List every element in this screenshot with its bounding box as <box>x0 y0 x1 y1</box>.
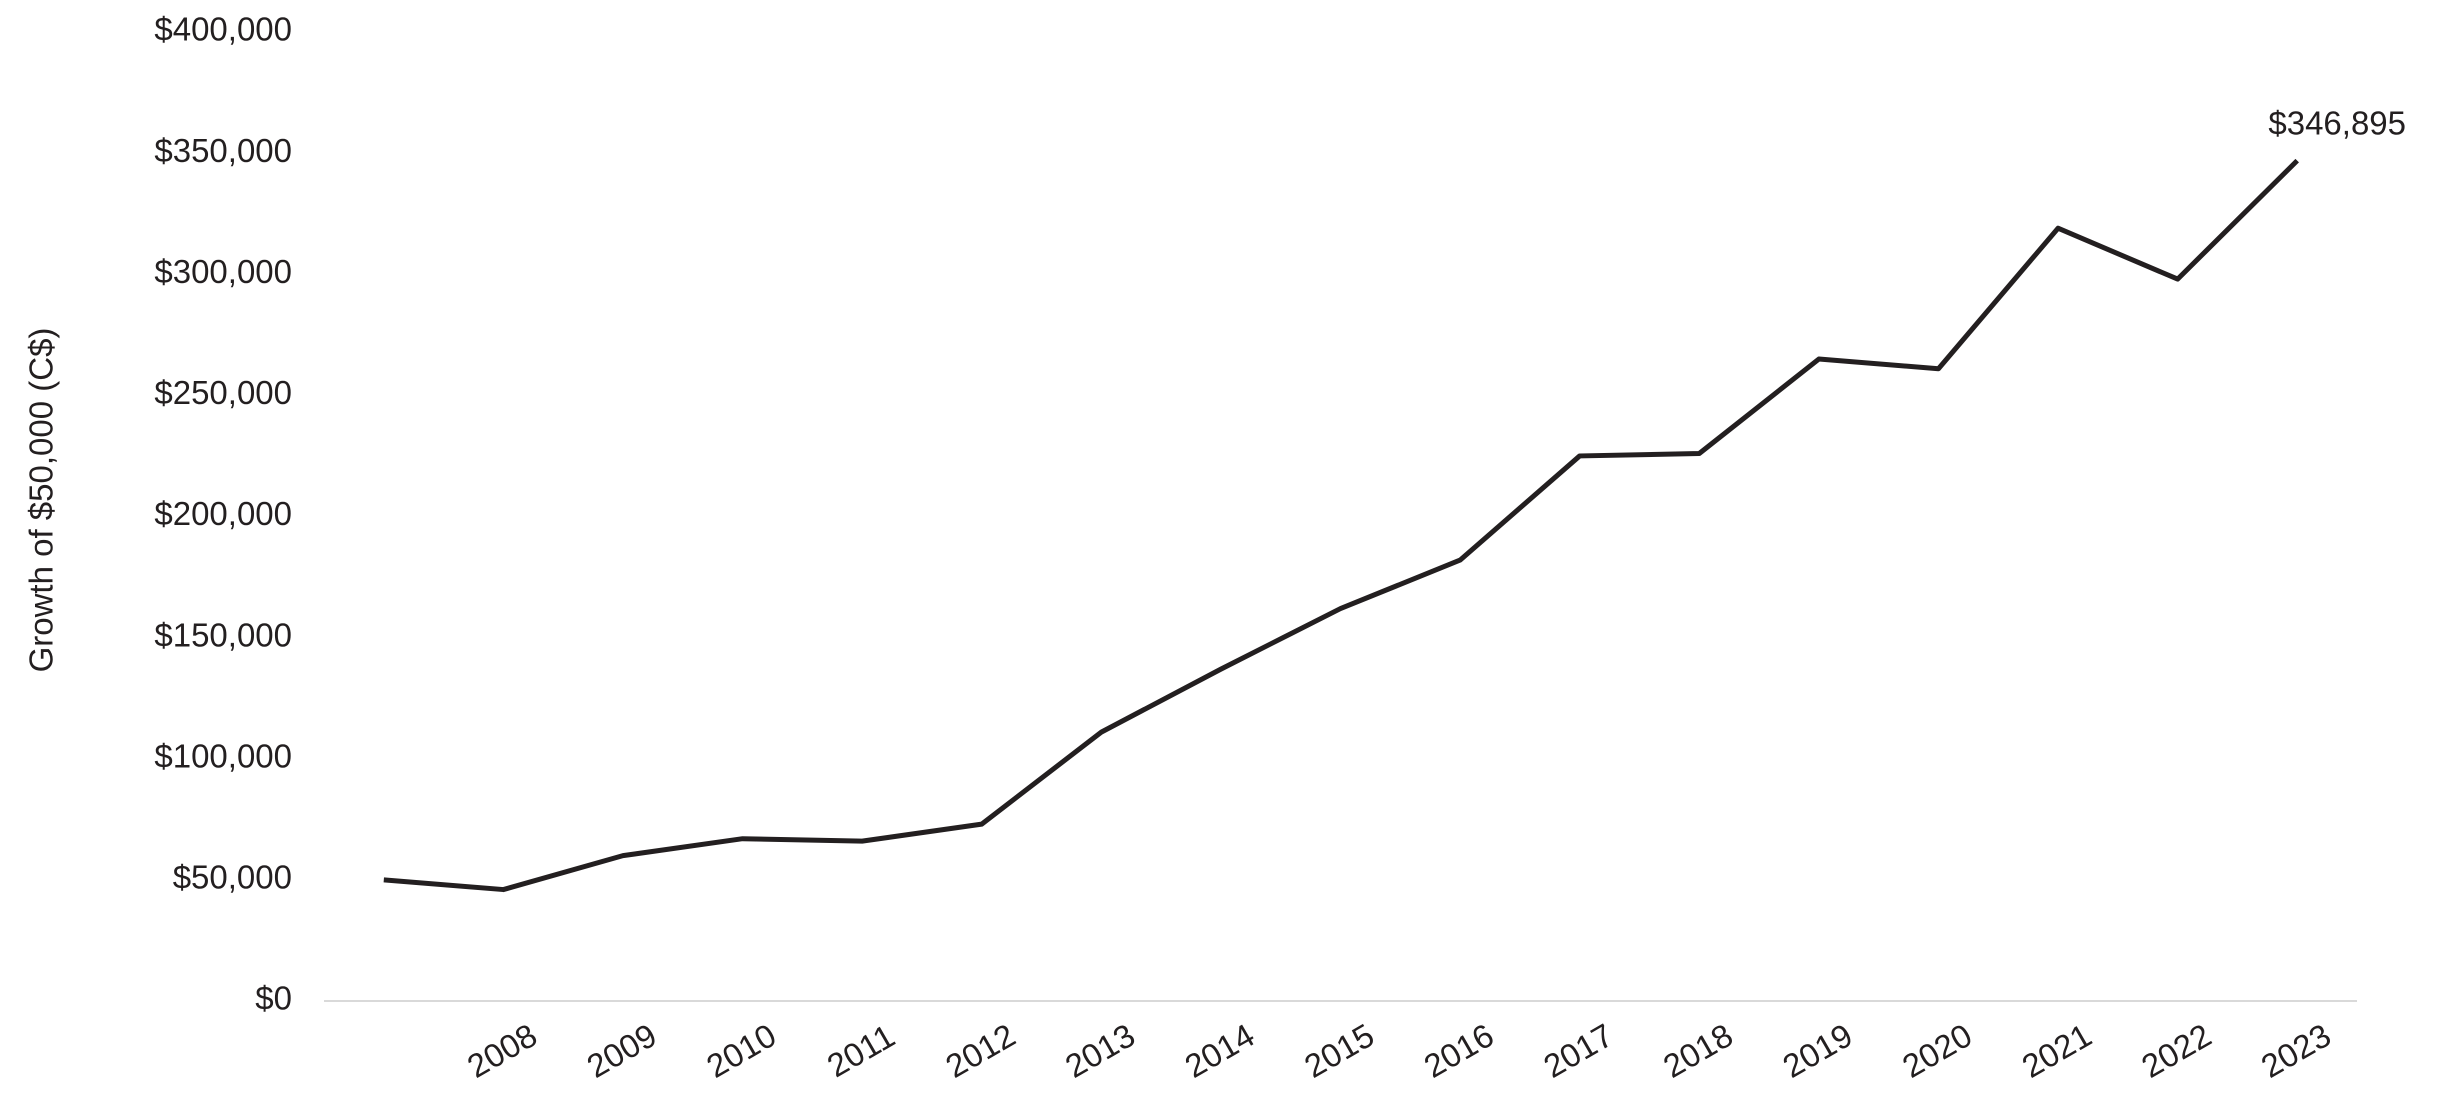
y-tick-label: $250,000 <box>154 374 292 411</box>
x-tick-label: 2022 <box>2135 1016 2217 1085</box>
x-tick-label: 2008 <box>461 1016 543 1085</box>
x-tick-label: 2013 <box>1059 1016 1141 1085</box>
x-tick-label: 2009 <box>581 1016 663 1085</box>
y-tick-label: $200,000 <box>154 495 292 532</box>
y-tick-label: $350,000 <box>154 132 292 169</box>
y-axis-title: Growth of $50,000 (C$) <box>23 328 60 673</box>
x-tick-label: 2016 <box>1418 1016 1500 1085</box>
y-tick-label: $50,000 <box>173 859 292 896</box>
x-tick-label: 2017 <box>1537 1016 1619 1085</box>
x-tick-label: 2019 <box>1776 1016 1858 1085</box>
x-tick-label: 2023 <box>2255 1016 2337 1085</box>
y-tick-label: $300,000 <box>154 253 292 290</box>
x-tick-label: 2018 <box>1657 1016 1739 1085</box>
x-tick-label: 2015 <box>1298 1016 1380 1085</box>
x-tick-label: 2010 <box>700 1016 782 1085</box>
x-tick-label: 2012 <box>939 1016 1021 1085</box>
x-tick-label: 2014 <box>1178 1016 1260 1085</box>
data-label: $346,895 <box>2268 104 2406 141</box>
y-tick-label: $100,000 <box>154 737 292 774</box>
y-tick-label: $400,000 <box>154 11 292 48</box>
x-tick-label: 2020 <box>1896 1016 1978 1085</box>
x-tick-label: 2021 <box>2016 1016 2098 1085</box>
y-tick-label: $150,000 <box>154 616 292 653</box>
y-tick-label: $0 <box>255 980 292 1017</box>
x-tick-label: 2011 <box>821 1017 901 1085</box>
data-line <box>383 158 2299 893</box>
